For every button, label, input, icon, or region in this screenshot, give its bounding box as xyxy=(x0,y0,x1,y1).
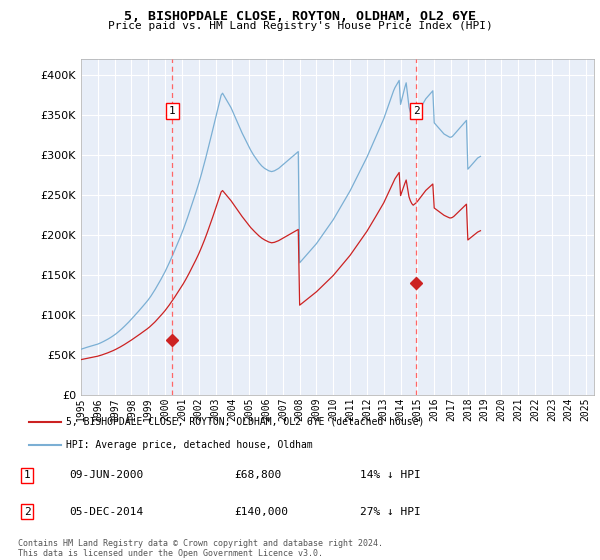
Text: 09-JUN-2000: 09-JUN-2000 xyxy=(70,470,143,480)
Text: 2: 2 xyxy=(413,106,419,116)
Text: 14% ↓ HPI: 14% ↓ HPI xyxy=(360,470,421,480)
Text: 2: 2 xyxy=(24,507,31,517)
Text: Price paid vs. HM Land Registry's House Price Index (HPI): Price paid vs. HM Land Registry's House … xyxy=(107,21,493,31)
Text: £68,800: £68,800 xyxy=(235,470,282,480)
Text: HPI: Average price, detached house, Oldham: HPI: Average price, detached house, Oldh… xyxy=(67,440,313,450)
Text: 5, BISHOPDALE CLOSE, ROYTON, OLDHAM, OL2 6YE: 5, BISHOPDALE CLOSE, ROYTON, OLDHAM, OL2… xyxy=(124,10,476,23)
Text: 1: 1 xyxy=(169,106,176,116)
Text: 5, BISHOPDALE CLOSE, ROYTON, OLDHAM, OL2 6YE (detached house): 5, BISHOPDALE CLOSE, ROYTON, OLDHAM, OL2… xyxy=(67,417,425,427)
Text: £140,000: £140,000 xyxy=(235,507,289,517)
Text: Contains HM Land Registry data © Crown copyright and database right 2024.
This d: Contains HM Land Registry data © Crown c… xyxy=(18,539,383,558)
Text: 1: 1 xyxy=(24,470,31,480)
Text: 05-DEC-2014: 05-DEC-2014 xyxy=(70,507,143,517)
Text: 27% ↓ HPI: 27% ↓ HPI xyxy=(360,507,421,517)
